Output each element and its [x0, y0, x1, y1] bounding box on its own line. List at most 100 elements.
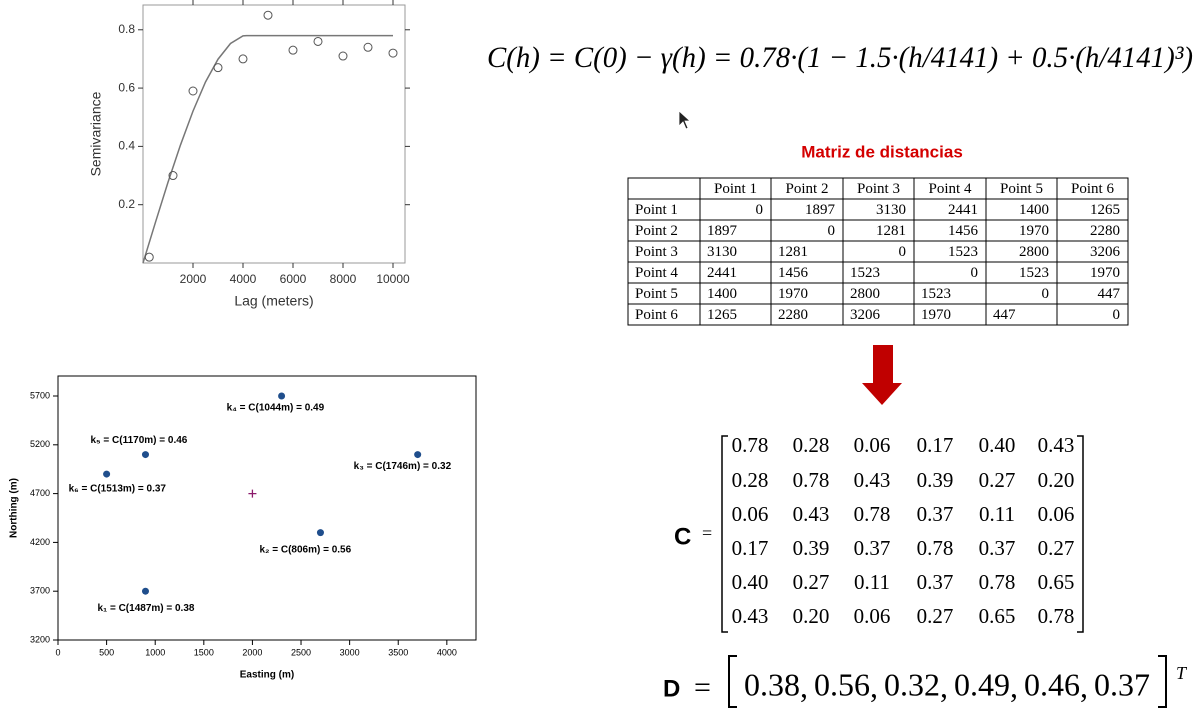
data-point — [213, 63, 223, 73]
column-header: Point 1 — [714, 181, 757, 197]
mouse-cursor — [678, 110, 692, 130]
data-point — [338, 51, 348, 61]
data-point — [316, 529, 324, 537]
equals-sign: = — [694, 671, 711, 704]
matrix-cell: 0.40 — [979, 433, 1016, 457]
row-header: Point 2 — [635, 223, 678, 239]
matrix-cell: 0.20 — [1038, 468, 1075, 492]
x-axis-label: Easting (m) — [240, 670, 294, 681]
data-point — [288, 45, 298, 55]
table-cell: 0 — [1042, 286, 1050, 302]
plot-frame — [142, 4, 406, 264]
y-tick-label: 4200 — [30, 537, 50, 547]
x-tick-label: 500 — [99, 647, 114, 657]
row-header: Point 3 — [635, 244, 678, 260]
data-point — [238, 54, 248, 64]
equation: C(h) = C(0) − γ(h) = 0.78·(1 − 1.5·(h/41… — [487, 41, 1193, 74]
fit-curve — [142, 34, 393, 264]
data-point — [313, 36, 323, 46]
matrix-cell: 0.78 — [1038, 604, 1075, 628]
matrix-cell: 0.27 — [917, 604, 954, 628]
x-tick-label: 1500 — [194, 647, 214, 657]
vector-value: 0.49 — [954, 666, 1010, 702]
matrix-cell: 0.43 — [1038, 433, 1075, 457]
matrix-cell: 0.43 — [854, 468, 891, 492]
x-tick-label: 10000 — [376, 272, 410, 286]
matrix-bracket — [721, 435, 1084, 633]
matrix-cell: 0.37 — [979, 536, 1016, 560]
table-cell: 1456 — [778, 265, 809, 281]
matrix-cell: 0.40 — [732, 570, 769, 594]
table-cell: 0 — [828, 223, 836, 239]
table-cell: 0 — [971, 265, 979, 281]
row-header: Point 1 — [635, 202, 678, 218]
plot-frame — [57, 375, 477, 641]
table-cell: 2280 — [1090, 223, 1120, 239]
y-tick-label: 5700 — [30, 390, 50, 400]
table-cell: 2800 — [850, 286, 880, 302]
table-cell: 1970 — [1019, 223, 1049, 239]
matrix-cell: 0.78 — [732, 433, 769, 457]
table-cell: 2800 — [1019, 244, 1049, 260]
table-cell: 2280 — [778, 307, 808, 323]
point-label: k₆ = C(1513m) = 0.37 — [69, 484, 167, 495]
table-cell: 1970 — [1090, 265, 1120, 281]
x-axis-label: Lag (meters) — [234, 293, 313, 309]
data-point — [388, 48, 398, 58]
y-tick-label: 0.6 — [118, 80, 135, 94]
table-cell: 3130 — [876, 202, 906, 218]
table-cell: 2441 — [707, 265, 737, 281]
vector-value: 0.37 — [1094, 666, 1150, 702]
data-point — [141, 587, 149, 595]
data-point — [188, 86, 198, 96]
column-header: Point 4 — [929, 181, 972, 197]
table-cell: 1523 — [1019, 265, 1049, 281]
vector-bracket — [728, 655, 1167, 708]
matrix-cell: 0.37 — [917, 570, 954, 594]
y-tick-label: 3700 — [30, 586, 50, 596]
y-tick-label: 3200 — [30, 634, 50, 644]
y-tick-label: 4700 — [30, 488, 50, 498]
table-cell: 1281 — [778, 244, 808, 260]
transpose-mark: T — [1176, 663, 1188, 683]
table-cell: 1897 — [805, 202, 836, 218]
point-label: k₃ = C(1746m) = 0.32 — [354, 461, 452, 472]
y-tick-label: 0.4 — [118, 139, 135, 153]
vector-value: 0.38 — [744, 666, 800, 702]
matrix-cell: 0.17 — [917, 433, 954, 457]
table-cell: 1400 — [707, 286, 737, 302]
matrix-cell: 0.65 — [1038, 570, 1075, 594]
x-tick-label: 3500 — [388, 647, 408, 657]
matrix-cell: 0.28 — [793, 433, 830, 457]
x-tick-label: 2000 — [180, 272, 207, 286]
y-tick-label: 0.2 — [118, 197, 135, 211]
y-tick-label: 5200 — [30, 439, 50, 449]
y-tick-label: 0.8 — [118, 22, 135, 36]
table-cell: 1265 — [707, 307, 737, 323]
table-cell: 447 — [1098, 286, 1121, 302]
separator: , — [1010, 668, 1018, 704]
table-cell: 0 — [756, 202, 764, 218]
separator: , — [870, 668, 878, 704]
table-cell: 0 — [899, 244, 907, 260]
table-border — [627, 177, 1129, 326]
table-title: Matriz de distancias — [801, 142, 963, 161]
table-cell: 1523 — [921, 286, 951, 302]
data-point — [168, 171, 178, 181]
matrix-cell: 0.43 — [793, 502, 830, 526]
table-cell: 1400 — [1019, 202, 1049, 218]
x-tick-label: 3000 — [340, 647, 360, 657]
matrix-cell: 0.06 — [732, 502, 769, 526]
matrix-cell: 0.43 — [732, 604, 769, 628]
table-cell: 2441 — [948, 202, 978, 218]
table-cell: 447 — [993, 307, 1016, 323]
matrix-cell: 0.37 — [917, 502, 954, 526]
row-header: Point 5 — [635, 286, 678, 302]
point-label: k₄ = C(1044m) = 0.49 — [227, 403, 325, 414]
point-label: k₁ = C(1487m) = 0.38 — [97, 603, 194, 614]
y-axis-label: Semivariance — [88, 91, 104, 176]
data-point — [144, 252, 154, 262]
table-cell: 1281 — [876, 223, 906, 239]
row-header: Point 4 — [635, 265, 678, 281]
table-cell: 3130 — [707, 244, 737, 260]
